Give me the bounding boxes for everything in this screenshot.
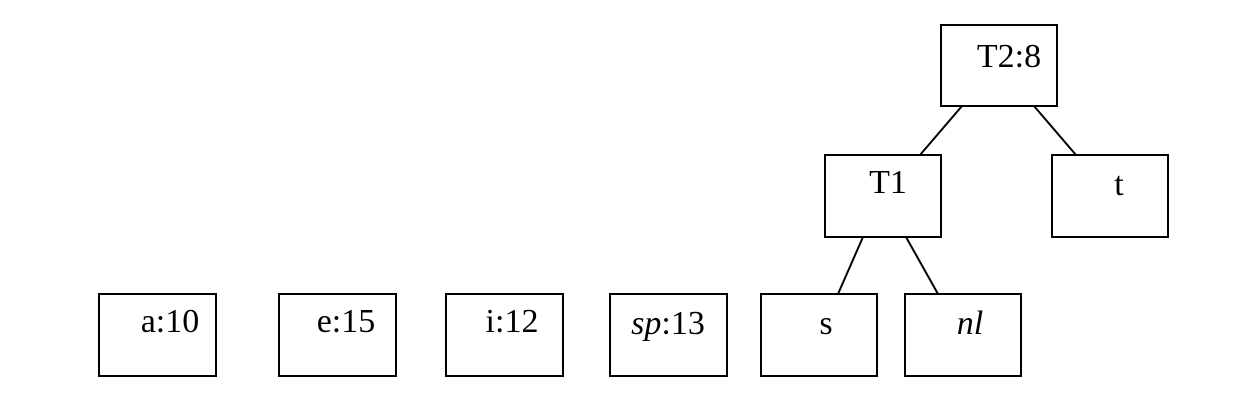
node-t-label: t <box>1114 166 1124 203</box>
node-t2: T2:8 <box>940 24 1058 107</box>
node-nl-label: nl <box>957 305 983 342</box>
node-nl-italic: nl <box>957 305 983 342</box>
node-t2-label: T2:8 <box>977 38 1041 75</box>
node-t: t <box>1051 154 1169 238</box>
node-t1: T1 <box>824 154 942 238</box>
node-a-label: a:10 <box>141 303 200 340</box>
node-i-label: i:12 <box>486 303 539 340</box>
node-nl: nl <box>904 293 1022 377</box>
node-e-label: e:15 <box>317 303 376 340</box>
node-t1-label: T1 <box>869 164 907 201</box>
node-sp-label: sp:13 <box>631 305 705 342</box>
edge-t2-t1 <box>919 105 963 156</box>
edge-t1-s <box>837 236 864 295</box>
node-e: e:15 <box>278 293 397 377</box>
edge-t1-nl <box>905 236 939 295</box>
node-a: a:10 <box>98 293 217 377</box>
edge-t2-t <box>1033 105 1077 156</box>
node-sp-italic: sp <box>631 305 661 342</box>
node-i: i:12 <box>445 293 564 377</box>
node-sp-count: :13 <box>661 305 704 342</box>
node-s-label: s <box>819 305 832 342</box>
node-s: s <box>760 293 878 377</box>
node-sp: sp:13 <box>609 293 728 377</box>
